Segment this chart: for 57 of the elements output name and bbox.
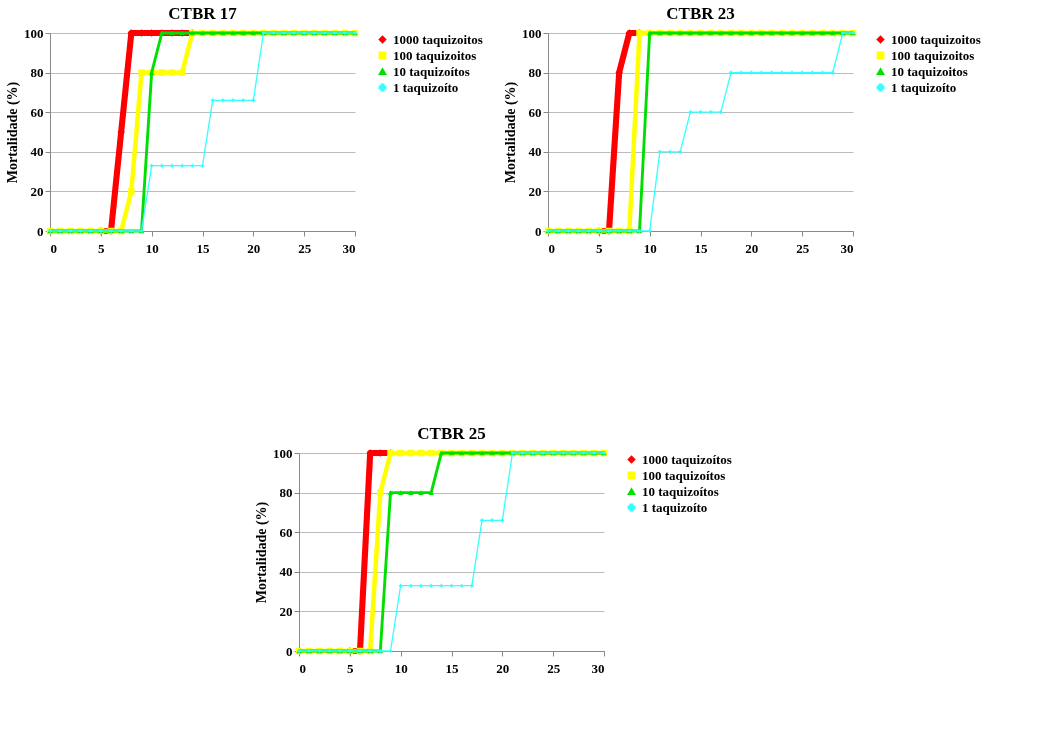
y-tick-label: 100 (273, 445, 293, 461)
y-tick-label: 0 (286, 643, 293, 659)
x-tick-label: 25 (547, 660, 561, 676)
y-tick-label: 60 (30, 104, 44, 120)
y-tick-label: 20 (279, 603, 293, 619)
y-tick-label: 0 (37, 223, 44, 239)
y-axis-title: Mortalidade (%) (254, 501, 270, 604)
x-tick-label: 15 (694, 240, 708, 256)
chart-title: CTBR 17 (168, 4, 238, 23)
x-tick-label: 10 (643, 240, 657, 256)
x-tick-label: 25 (298, 240, 312, 256)
y-tick-label: 40 (528, 144, 542, 160)
y-tick-label: 40 (279, 564, 293, 580)
y-tick-label: 20 (30, 183, 44, 199)
y-tick-label: 100 (24, 25, 44, 41)
x-tick-label: 10 (145, 240, 159, 256)
chart-title: CTBR 25 (417, 424, 486, 443)
y-tick-label: 80 (279, 485, 293, 501)
x-tick-label: 30 (840, 240, 854, 256)
legend-label: 10 taquizoítos (393, 63, 470, 79)
legend-label: 1 taquizoíto (891, 79, 957, 95)
x-tick-label: 20 (496, 660, 510, 676)
chart-title: CTBR 23 (666, 4, 735, 23)
y-tick-label: 80 (30, 65, 44, 81)
y-tick-label: 20 (528, 183, 542, 199)
y-axis-title: Mortalidade (%) (503, 81, 519, 184)
y-tick-label: 80 (528, 65, 542, 81)
legend-label: 1 taquizoíto (642, 499, 708, 515)
y-tick-label: 100 (522, 25, 542, 41)
legend-label: 100 taquizoitos (891, 47, 975, 63)
x-tick-label: 15 (445, 660, 459, 676)
y-axis-title: Mortalidade (%) (5, 81, 21, 184)
x-tick-label: 25 (796, 240, 810, 256)
x-tick-label: 5 (98, 240, 106, 256)
y-tick-label: 40 (30, 144, 44, 160)
legend-label: 1000 taquizoitos (393, 31, 483, 47)
x-tick-label: 15 (196, 240, 210, 256)
legend-label: 1 taquizoíto (393, 79, 459, 95)
x-tick-label: 30 (591, 660, 605, 676)
x-tick-label: 0 (50, 240, 57, 256)
x-tick-label: 5 (596, 240, 604, 256)
legend-label: 10 taquizoitos (891, 63, 968, 79)
legend-label: 10 taquizoítos (642, 483, 719, 499)
legend-label: 1000 taquizoítos (642, 451, 732, 467)
x-tick-label: 20 (247, 240, 261, 256)
legend-label: 100 taquizoítos (642, 467, 726, 483)
x-tick-label: 20 (745, 240, 759, 256)
legend-label: 1000 taquizoitos (891, 31, 981, 47)
x-tick-label: 30 (342, 240, 356, 256)
x-tick-label: 0 (299, 660, 306, 676)
x-tick-label: 10 (394, 660, 408, 676)
y-tick-label: 60 (528, 104, 542, 120)
y-tick-label: 60 (279, 524, 293, 540)
x-tick-label: 5 (347, 660, 355, 676)
legend-label: 100 taquizoitos (393, 47, 477, 63)
y-tick-label: 0 (535, 223, 542, 239)
x-tick-label: 0 (548, 240, 555, 256)
